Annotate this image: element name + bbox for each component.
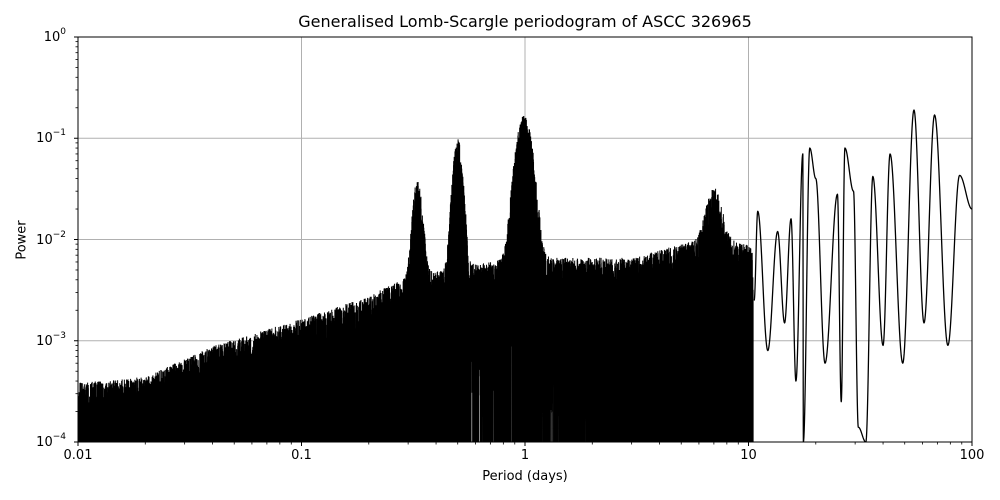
y-tick-label: 10−2: [36, 229, 66, 248]
x-tick-label: 10: [740, 448, 757, 463]
x-tick-label: 0.1: [291, 448, 312, 463]
x-axis-label: Period (days): [482, 469, 568, 484]
y-tick-label: 10−1: [36, 128, 66, 147]
chart-title: Generalised Lomb-Scargle periodogram of …: [298, 12, 752, 31]
x-tick-label: 100: [959, 448, 985, 463]
y-axis-label: Power: [14, 220, 30, 260]
periodogram-line: [78, 109, 972, 442]
y-tick-label: 100: [43, 26, 66, 46]
y-tick-label: 10−3: [36, 330, 66, 349]
y-tick-label: 10−4: [36, 431, 66, 451]
x-tick-label: 0.01: [63, 448, 93, 463]
tick-marks: [74, 36, 973, 446]
x-tick-label: 1: [520, 448, 530, 463]
